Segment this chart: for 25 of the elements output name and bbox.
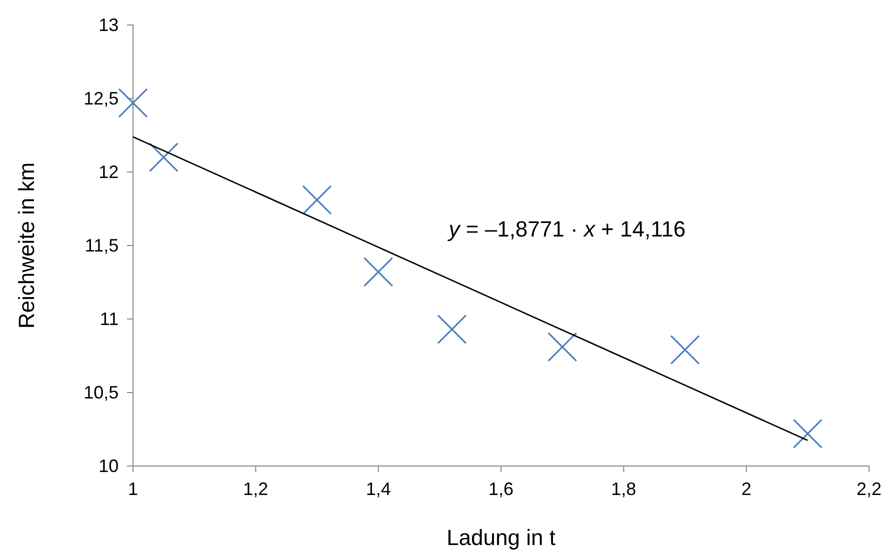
point xyxy=(437,314,467,344)
point xyxy=(118,88,148,118)
x-tick-label: 1,2 xyxy=(243,478,268,499)
x-tick-label: 1,4 xyxy=(366,478,391,499)
y-tick-label: 12,5 xyxy=(84,88,119,108)
x-tick-label: 2 xyxy=(741,478,752,499)
y-tick-label: 12 xyxy=(98,162,119,182)
point xyxy=(548,332,578,362)
point xyxy=(148,142,178,172)
point xyxy=(792,418,822,448)
x-tick-label: 2,2 xyxy=(856,478,882,499)
point xyxy=(364,257,394,287)
y-tick-label: 11 xyxy=(100,308,119,329)
y-tick-label: 13 xyxy=(98,14,119,35)
y-tick-label: 10 xyxy=(98,456,119,476)
point xyxy=(302,185,332,215)
y-tick-label: 10,5 xyxy=(84,382,119,402)
y-tick-label: 11,5 xyxy=(84,235,119,256)
x-axis-title: Ladung in t xyxy=(446,525,556,550)
x-tick-label: 1,6 xyxy=(488,478,514,499)
annotation: y = –1,8771 · x + 14,116 xyxy=(446,216,686,242)
point xyxy=(670,335,700,365)
y-axis-title: Reichweite in km xyxy=(14,162,39,329)
x-tick-label: 1 xyxy=(128,478,138,499)
x-tick-label: 1,8 xyxy=(611,478,636,499)
